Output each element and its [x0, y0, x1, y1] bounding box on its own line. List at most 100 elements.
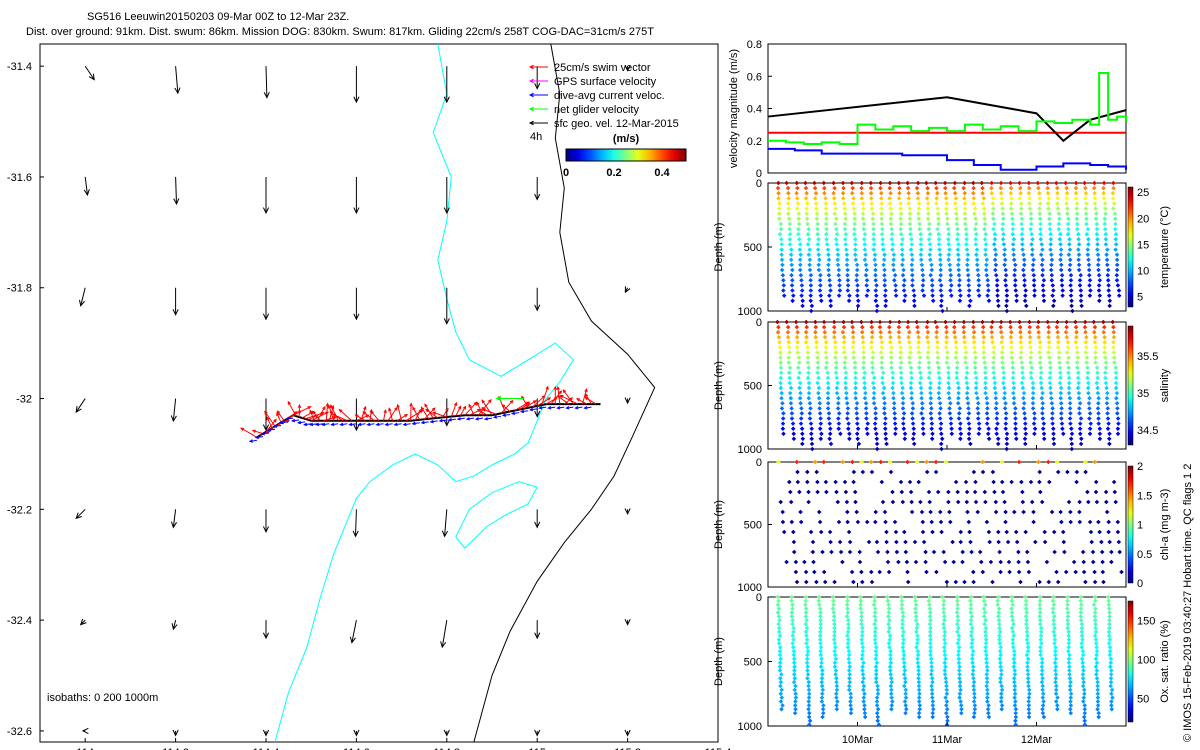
temperature-data-point: [1082, 180, 1087, 186]
temperature-data-point: [1112, 211, 1118, 216]
salinity-data-point: [909, 375, 914, 381]
salinity-data-point: [953, 340, 959, 345]
sfc-geo-velocity-arrow: [624, 65, 631, 72]
salinity-data-point: [844, 390, 849, 396]
salinity-data-point: [1004, 436, 1010, 442]
salinity-data-point: [935, 345, 940, 350]
salinity-data-point: [842, 365, 848, 370]
salinity-data-point: [947, 406, 952, 411]
legend-arrow: [528, 106, 548, 112]
swim-vector-arrow-head: [457, 405, 462, 410]
salinity-data-point: [982, 360, 987, 365]
temperature-data-point: [1039, 242, 1044, 247]
temperature-data-point: [893, 283, 898, 288]
temperature-data-point: [930, 293, 935, 298]
temperature-data-point: [781, 293, 787, 298]
sfc-geo-velocity-arrow: [79, 618, 87, 626]
salinity-data-point: [806, 380, 812, 386]
temperature-data-point: [1070, 308, 1075, 314]
temperature-data-point: [1076, 267, 1082, 273]
temperature-data-point: [1104, 252, 1109, 257]
sfc-geo-velocity-arrow: [352, 509, 359, 538]
temperature-data-point: [1078, 272, 1083, 278]
salinity-data-point: [881, 395, 887, 401]
salinity-data-point: [897, 319, 902, 325]
salinity-data-point: [910, 436, 916, 442]
dive-avg-current-arrow: [278, 420, 288, 425]
salinity-data-point: [787, 390, 793, 396]
temperature-data-point: [956, 262, 961, 268]
salinity-data-point: [807, 401, 813, 406]
dive-avg-current-arrow-shaft: [512, 412, 520, 415]
salinity-data-point: [964, 375, 969, 381]
temperature-data-point: [781, 288, 786, 293]
legend-entry-label: dive-avg current veloc.: [554, 90, 665, 102]
velocity-ylabel: velocity magnitude (m/s): [728, 49, 740, 168]
salinity-data-point: [910, 416, 915, 421]
chla-colorbar-tick-label: 0: [1137, 578, 1143, 590]
salinity-data-point: [1028, 355, 1033, 360]
salinity-data-point: [1018, 340, 1024, 345]
map-xtick-label: 114: [76, 747, 94, 750]
temperature-data-point: [835, 262, 841, 268]
temperature-data-point: [938, 272, 943, 278]
salinity-data-point: [928, 401, 933, 406]
swim-vector-arrow-shaft: [468, 404, 475, 416]
salinity-data-point: [971, 334, 977, 340]
salinity-data-point: [926, 360, 932, 365]
sfc-geo-velocity-arrow-head: [353, 96, 360, 104]
salinity-data-point: [893, 431, 898, 437]
salinity-data-point: [971, 324, 976, 330]
salinity-data-point: [804, 324, 809, 330]
salinity-data-point: [818, 436, 824, 442]
salinity-data-point: [986, 426, 991, 431]
salinity-data-point: [953, 345, 959, 350]
temperature-data-point: [1060, 288, 1065, 293]
sfc-geo-velocity-arrow: [353, 287, 360, 321]
swim-vector-arrow-shaft: [264, 411, 276, 427]
salinity-data-point: [806, 395, 812, 401]
sfc-geo-velocity-arrow-head: [534, 83, 541, 90]
salinity-data-point: [874, 436, 880, 442]
plot-layer: 114114.2114.4114.6114.8115115.2115.4-31.…: [7, 39, 1171, 750]
sfc-geo-velocity-arrow: [534, 620, 541, 640]
salinity-data-point: [1011, 385, 1017, 391]
salinity-data-point: [795, 329, 800, 335]
salinity-data-point: [991, 365, 996, 370]
salinity-data-point: [999, 355, 1005, 360]
salinity-data-point: [825, 390, 831, 396]
salinity-data-point: [853, 375, 858, 381]
salinity-data-point: [850, 324, 855, 330]
temperature-data-point: [873, 262, 878, 268]
salinity-data-point: [794, 334, 800, 340]
swim-vector-arrow: [276, 410, 285, 421]
temperature-data-point: [1073, 185, 1079, 191]
sfc-geo-velocity-arrow-shaft: [172, 509, 177, 528]
temperature-data-point: [938, 288, 944, 293]
net-glider-velocity-arrow-head: [495, 395, 502, 402]
temperature-data-point: [863, 262, 869, 268]
temperature-data-point: [1058, 247, 1064, 252]
salinity-data-point: [1019, 350, 1024, 355]
salinity-data-point: [861, 360, 866, 365]
temperature-data-point: [947, 262, 953, 268]
temperature-data-point: [939, 293, 944, 298]
sfc-geo-velocity-arrow-shaft: [175, 66, 179, 94]
swim-vector-arrow-head: [327, 404, 332, 409]
salinity-data-point: [983, 375, 988, 381]
swim-vector-arrow-head: [584, 396, 589, 401]
isobath-200m-line: [473, 43, 656, 743]
sfc-geo-velocity-arrow: [262, 509, 270, 533]
salinity-data-point: [899, 390, 905, 396]
swim-vector-arrow-head: [420, 406, 425, 411]
map-xtick-label: 114.4: [253, 747, 280, 750]
salinity-data-point: [993, 390, 998, 396]
swim-vector-arrow-head: [462, 405, 467, 410]
salinity-data-point: [1023, 441, 1028, 447]
sfc-geo-velocity-arrow-head: [353, 313, 360, 321]
swim-vector-arrow: [518, 402, 531, 411]
salinity-data-point: [965, 401, 971, 406]
dive-avg-current-arrow-head: [272, 424, 278, 428]
temperature-data-point: [845, 272, 850, 278]
temperature-data-point: [874, 283, 879, 288]
